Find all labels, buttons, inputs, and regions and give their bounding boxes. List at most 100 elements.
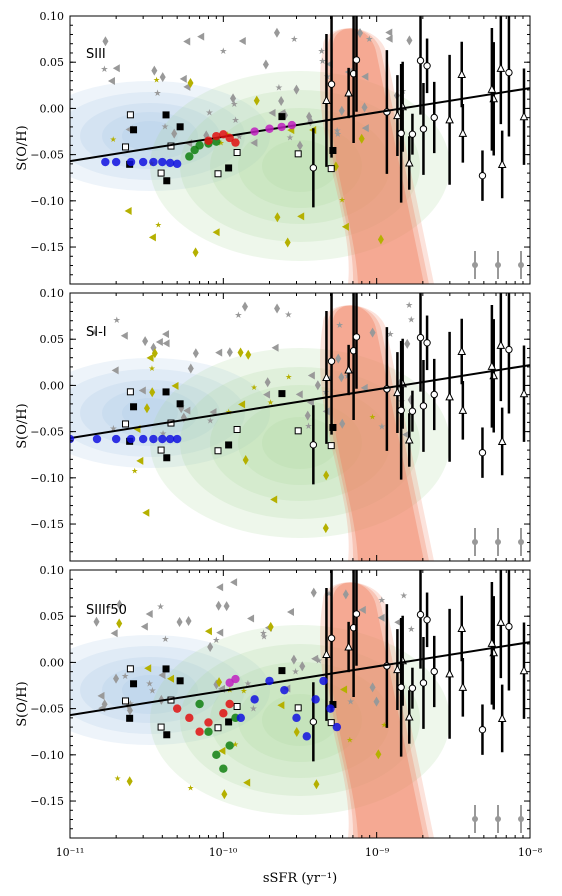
open-triangle-point (322, 649, 331, 658)
grey-star-error-symbol (495, 539, 501, 545)
square-point (233, 149, 241, 157)
open-triangle-point (519, 111, 529, 121)
panel-si-i-frame (69, 292, 531, 562)
open-triangle-point (404, 711, 414, 721)
olive-diamond-point (313, 779, 320, 790)
open-triangle-point (496, 617, 506, 626)
y-tick-label: −0.05 (30, 149, 64, 162)
open-triangle-point (457, 346, 467, 356)
blue-sim-point (319, 676, 328, 686)
blue-density-contour-0 (70, 635, 270, 745)
x-tick-label-1e-8: 10⁻⁸ (518, 846, 543, 859)
grey-triangle-point (385, 28, 393, 37)
grey-diamond-point (187, 363, 194, 374)
olive-star-point: ★ (267, 398, 274, 407)
grey-diamond-point (93, 616, 100, 627)
grey-triangle-point (140, 622, 148, 631)
x-tick-label-1e-10: 10⁻¹⁰ (209, 846, 238, 859)
open-triangle-point (496, 63, 506, 72)
olive-triangle-point (142, 508, 150, 517)
grey-star-point: ★ (206, 417, 214, 427)
magenta-sim-point (250, 127, 259, 136)
olive-triangle-point (148, 233, 156, 242)
grey-diamond-point (342, 589, 349, 600)
grey-diamond-point (207, 642, 214, 653)
grey-star-point: ★ (319, 57, 327, 67)
open-circle-point (397, 406, 405, 414)
open-triangle-point (519, 388, 529, 398)
open-triangle-point (487, 638, 497, 647)
grey-triangle-point (402, 430, 410, 439)
grey-star-point: ★ (121, 672, 129, 682)
y-tick-label: −0.05 (30, 426, 64, 439)
olive-diamond-point (245, 349, 252, 360)
square-point (122, 697, 130, 705)
square-point (163, 454, 171, 462)
grey-diamond-point (223, 601, 230, 612)
blue-density-contour-1 (70, 646, 245, 734)
fit-line (70, 87, 530, 163)
blue-sim-point (292, 713, 301, 723)
grey-star-point: ★ (365, 35, 373, 45)
grey-triangle-point (230, 578, 238, 587)
y-tick-label: −0.15 (30, 241, 64, 254)
open-triangle-point (404, 434, 414, 444)
grey-star-point: ★ (100, 65, 108, 75)
open-triangle-point (496, 340, 506, 349)
panel-siiif50: ★★★★★★★★★★★★★★★★★★★★★★★★★ SIIIf50 0.100.… (15, 564, 531, 839)
grey-triangle-point (112, 64, 120, 73)
square-point (130, 680, 138, 688)
grey-triangle-point (138, 386, 146, 395)
square-point (278, 113, 286, 121)
grey-triangle-point (385, 34, 393, 43)
blue-density-contour-1 (70, 92, 245, 180)
olive-triangle-point (144, 664, 152, 673)
olive-star-point: ★ (369, 413, 376, 422)
grey-triangle-point (307, 371, 315, 380)
olive-diamond-point (274, 212, 281, 223)
square-point (162, 665, 170, 673)
green-sim-point (204, 727, 213, 736)
open-triangle-point (458, 682, 468, 691)
olive-star-point: ★ (114, 774, 121, 783)
blue-sim-point (111, 157, 121, 167)
grey-star-point: ★ (235, 133, 243, 143)
square-point (214, 724, 222, 732)
red-sim-point (225, 699, 234, 709)
square-point (157, 723, 165, 731)
green-density-contour-1 (180, 90, 420, 242)
square-point (329, 146, 337, 154)
olive-diamond-point (126, 776, 133, 787)
x-tick-label-1e-11: 10⁻¹¹ (56, 846, 85, 859)
open-circle-point (423, 616, 431, 624)
x-axis-label: sSFR (yr⁻¹) (263, 871, 337, 886)
open-triangle-point (393, 110, 402, 120)
square-point (163, 731, 171, 739)
y-tick-label: 0.00 (40, 656, 65, 669)
open-triangle-point (457, 623, 467, 633)
square-point (126, 111, 134, 119)
square-point (214, 170, 222, 178)
olive-diamond-point (187, 77, 194, 88)
y-tick-label: −0.10 (30, 195, 64, 208)
open-circle-point (352, 333, 361, 341)
grey-triangle-point (183, 37, 191, 46)
square-point (214, 447, 222, 455)
grey-star-point: ★ (154, 89, 162, 99)
square-point (176, 400, 184, 408)
open-triangle-point (497, 159, 507, 168)
olive-star-point: ★ (217, 138, 224, 147)
x-tick-label-1e-9: 10⁻⁹ (365, 846, 390, 859)
open-triangle-point (497, 713, 507, 722)
open-circle-point (397, 683, 405, 691)
green-density-contour-2 (210, 385, 390, 501)
olive-triangle-point (277, 701, 285, 710)
blue-sim-point (126, 157, 136, 167)
open-circle-point (416, 333, 425, 342)
grey-diamond-point (357, 27, 364, 38)
grey-star-point: ★ (275, 83, 283, 93)
olive-star-point: ★ (250, 383, 257, 392)
grey-triangle-point (111, 366, 119, 375)
blue-density-contour-2 (80, 380, 220, 446)
ylabel-panel-si-i: S(O/H) (15, 403, 30, 448)
